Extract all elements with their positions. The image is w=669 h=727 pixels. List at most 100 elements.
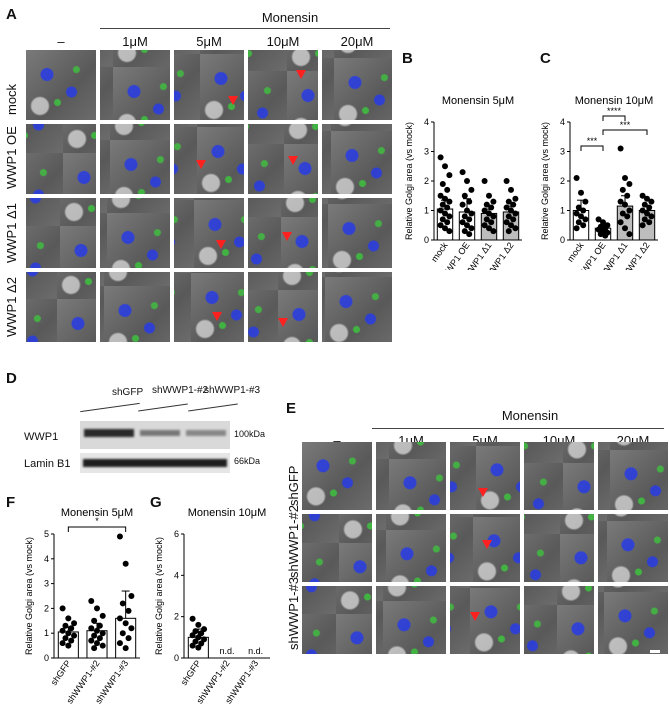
panel-c-point (617, 219, 624, 226)
panel-b-point (468, 225, 475, 232)
panel-b-xtick-label-0: mock (429, 240, 450, 264)
panel-g-nd-label-0: n.d. (219, 646, 234, 656)
red-arrowhead-icon (228, 96, 238, 105)
panel-a-col-header-4: 20μM (340, 34, 374, 49)
panel-b-ylabel: Relative Golgi area (vs mock) (404, 122, 414, 240)
panel-f-ytick-label: 4 (44, 554, 49, 564)
panel-g-ytick-label: 2 (174, 612, 179, 622)
panel-f-point (88, 625, 95, 632)
panel-b-point (505, 198, 512, 205)
panel-b-point (446, 213, 453, 220)
panel-a-row-label-3: WWP1 Δ2 (4, 277, 19, 337)
panel-a-micrograph-r2-c1 (100, 198, 170, 268)
panel-c-point (644, 195, 650, 202)
panel-f-point (91, 617, 98, 624)
panel-c-ytick-label: 4 (560, 117, 565, 127)
panel-b-point (508, 186, 514, 193)
panel-b-point (503, 178, 510, 184)
panel-a-micrograph-r3-c1 (100, 272, 170, 342)
panel-f-point (116, 533, 123, 540)
panel-a-micrograph-r0-c2 (174, 50, 244, 120)
panel-b-point (442, 163, 448, 170)
panel-f-point (116, 640, 123, 647)
panel-c-point (580, 207, 587, 214)
panel-f-point (119, 600, 126, 607)
panel-g-point (195, 644, 202, 651)
panel-f-ytick-label: 1 (44, 628, 49, 638)
panel-b-ytick-label: 3 (424, 147, 429, 157)
panel-c-sig-label-2: *** (620, 120, 631, 130)
red-arrowhead-icon (482, 540, 492, 549)
panel-b-point (512, 210, 519, 217)
panel-b-point (439, 180, 446, 187)
panel-f-point (71, 632, 78, 639)
panel-a-row-label-1: WWP1 OE (4, 126, 19, 189)
panel-b-point (464, 222, 470, 229)
panel-b-point (446, 198, 453, 205)
panel-g-title: Monensin 10μM (188, 507, 267, 519)
panel-f-point (59, 605, 66, 612)
panel-b-ytick-label: 2 (424, 176, 429, 186)
panel-f-sig-bracket (67, 526, 127, 532)
panel-b-point (505, 228, 512, 235)
blot-group-line-0 (80, 402, 140, 413)
panel-c-point (626, 231, 633, 238)
panel-f-point (91, 645, 98, 652)
panel-a-micrograph-r3-c4 (322, 272, 392, 342)
panel-f-point (65, 642, 72, 649)
scale-bar (650, 650, 660, 653)
red-arrowhead-icon (212, 312, 222, 321)
panel-b-point (442, 210, 448, 217)
panel-b-ytick-label: 1 (424, 206, 429, 216)
blot-marker-66: 66kDa (234, 456, 261, 466)
red-arrowhead-icon (478, 488, 488, 497)
panel-c-point (626, 207, 633, 214)
panel-a-micrograph-r2-c0 (26, 198, 96, 268)
panel-b-point (461, 228, 468, 235)
panel-g-point (189, 642, 196, 649)
red-arrowhead-icon (196, 160, 206, 169)
panel-b-point (512, 225, 519, 232)
panel-a-micrograph-r1-c3 (248, 124, 318, 194)
panel-c-label: C (540, 50, 551, 67)
panel-e-row-label-1: shWWP1-#2 (286, 505, 301, 578)
panel-b-point (468, 186, 475, 193)
panel-f-ytick-label: 0 (44, 653, 49, 663)
panel-g-ytick-label: 4 (174, 570, 179, 580)
panel-g-point (189, 632, 196, 639)
panel-e-micrograph-r0-c0 (302, 442, 372, 510)
panel-e-col-header-0: – (333, 433, 341, 448)
panel-b-point (468, 210, 475, 217)
panel-c-point (626, 180, 633, 187)
panel-f-chart: Monensin 5μM Relative Golgi area (vs mock… (20, 494, 150, 722)
panel-f-point (96, 622, 103, 629)
blot-group-line-1 (138, 403, 188, 412)
panel-e-micrograph-r1-c1 (376, 514, 446, 582)
panel-f-ytick-label: 5 (44, 529, 49, 539)
panel-a-col-header-1: 1μM (122, 34, 148, 49)
blot-group-0: shGFP (112, 387, 144, 398)
panel-e-micrograph-r0-c3 (524, 442, 594, 510)
panel-a-label: A (6, 6, 17, 23)
panel-f-point (94, 640, 100, 647)
panel-b-point (466, 198, 473, 205)
panel-c-title: Monensin 10μM (575, 95, 654, 107)
panel-c-ylabel: Relative Golgi area (vs mock) (540, 122, 550, 240)
panel-b-ytick-label: 0 (424, 235, 429, 245)
panel-f-point (99, 642, 106, 649)
panel-c-point (602, 232, 609, 239)
panel-a-micrograph-r0-c0 (26, 50, 96, 120)
panel-b-point (508, 222, 514, 229)
panel-b-point (490, 228, 497, 235)
panel-e-header-line (372, 428, 664, 429)
panel-c-point (639, 192, 646, 199)
panel-f-point (88, 597, 95, 604)
panel-e-micrograph-r2-c1 (376, 586, 446, 654)
panel-c-ytick-label: 0 (560, 235, 565, 245)
panel-e-micrograph-r0-c2 (450, 442, 520, 510)
panel-a-micrograph-r1-c1 (100, 124, 170, 194)
panel-f-point (65, 615, 72, 622)
panel-b-point (461, 192, 468, 199)
panel-b-point (444, 204, 451, 211)
blot-group-line-2 (188, 403, 238, 412)
